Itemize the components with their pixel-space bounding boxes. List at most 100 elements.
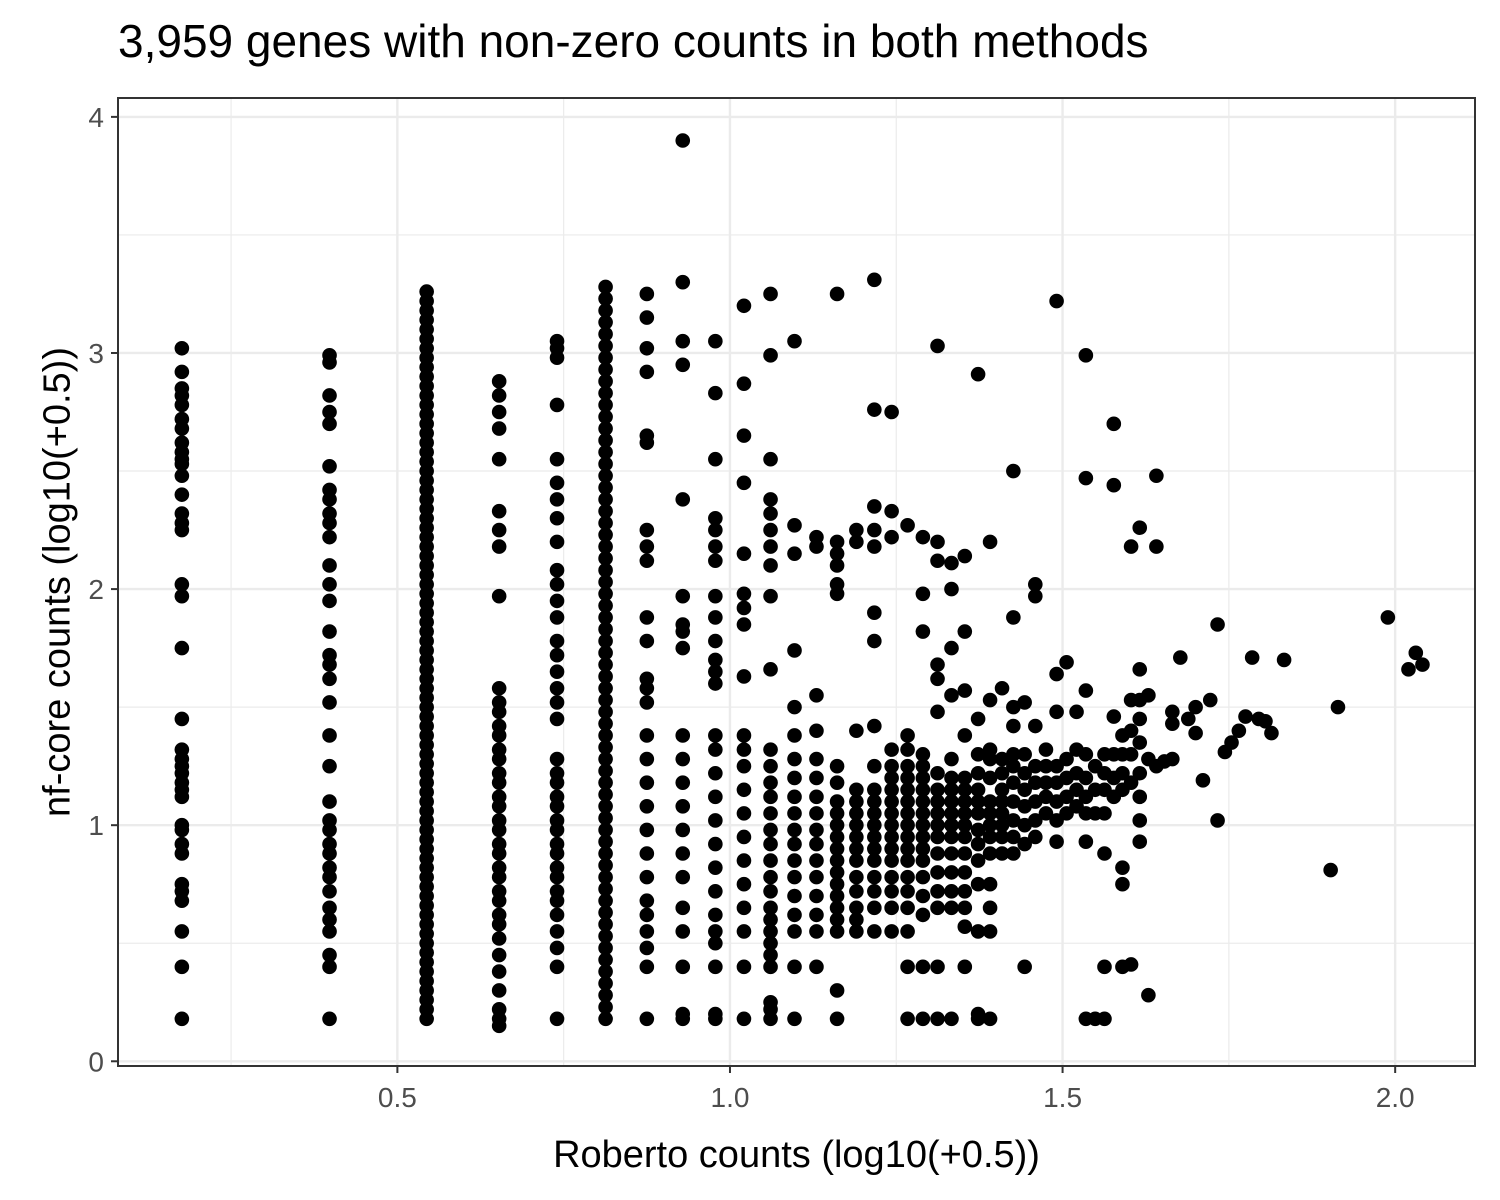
plot-panel-border — [117, 97, 1476, 1067]
data-point — [900, 782, 915, 798]
data-point — [675, 924, 691, 939]
data-point — [982, 534, 998, 550]
data-point — [736, 475, 752, 491]
data-point — [1017, 959, 1032, 975]
data-point — [1244, 650, 1260, 665]
data-point — [787, 959, 802, 975]
data-point — [900, 794, 915, 809]
data-point — [598, 480, 613, 495]
data-point — [491, 388, 507, 403]
data-point — [884, 883, 899, 899]
data-point — [787, 751, 802, 767]
data-point — [1069, 704, 1084, 720]
y-tick-label: 4 — [88, 102, 104, 133]
data-point — [763, 900, 778, 916]
data-point — [1231, 723, 1247, 739]
data-point — [884, 742, 899, 757]
data-point — [174, 411, 190, 427]
data-point — [708, 935, 723, 951]
data-point — [598, 881, 613, 897]
data-point — [849, 912, 864, 927]
data-point — [849, 534, 864, 550]
data-point — [809, 853, 824, 868]
data-point — [994, 817, 1010, 833]
data-point — [867, 806, 882, 821]
data-point — [849, 853, 864, 868]
data-point — [915, 841, 931, 857]
data-point — [884, 841, 899, 857]
data-point — [736, 900, 752, 916]
data-point — [900, 742, 915, 757]
data-point — [322, 416, 337, 432]
data-point — [763, 935, 778, 951]
data-point — [598, 574, 613, 590]
data-point — [829, 841, 845, 857]
data-point — [787, 333, 802, 349]
data-point — [915, 586, 931, 602]
data-point — [598, 645, 613, 661]
data-point — [598, 657, 613, 672]
data-point — [736, 376, 752, 391]
data-point — [639, 633, 655, 649]
data-point — [994, 680, 1010, 696]
data-point — [1115, 765, 1130, 781]
data-point — [915, 888, 931, 904]
data-point — [829, 900, 845, 916]
data-point — [491, 983, 507, 998]
data-point — [1097, 846, 1112, 861]
data-point — [1028, 829, 1043, 845]
data-point — [675, 640, 691, 656]
data-point — [598, 421, 613, 436]
data-point — [829, 912, 845, 927]
data-point — [598, 492, 613, 507]
data-point — [957, 883, 973, 899]
data-point — [1017, 782, 1032, 798]
data-point — [849, 841, 864, 857]
data-point — [639, 1011, 655, 1027]
data-point — [708, 553, 723, 569]
data-point — [829, 577, 845, 592]
data-point — [598, 869, 613, 885]
data-point — [970, 765, 986, 781]
data-point — [491, 964, 507, 979]
data-point — [1123, 775, 1139, 790]
data-point — [419, 284, 434, 299]
data-point — [1132, 520, 1148, 535]
data-point — [736, 428, 752, 443]
data-point — [598, 621, 613, 637]
data-point — [598, 433, 613, 448]
data-point — [598, 1011, 613, 1027]
data-point — [322, 482, 337, 498]
data-point — [1049, 834, 1064, 850]
data-point — [1017, 695, 1032, 710]
data-point — [491, 947, 507, 963]
data-point — [867, 633, 882, 649]
data-point — [549, 907, 565, 923]
data-point — [708, 959, 723, 975]
y-tick-label: 0 — [88, 1046, 104, 1077]
data-point — [1173, 650, 1188, 665]
data-point — [1038, 742, 1054, 757]
data-point — [884, 794, 899, 809]
data-point — [944, 782, 959, 798]
data-point — [675, 900, 691, 916]
data-point — [174, 577, 190, 592]
data-point — [970, 836, 986, 852]
data-point — [1132, 735, 1148, 750]
data-point — [708, 451, 723, 467]
data-point — [639, 959, 655, 975]
data-point — [736, 546, 752, 561]
data-point — [549, 397, 565, 413]
data-point — [174, 959, 190, 975]
data-point — [1330, 699, 1346, 715]
data-point — [763, 883, 778, 899]
data-point — [639, 775, 655, 790]
data-point — [763, 451, 778, 467]
data-point — [915, 782, 931, 798]
data-point — [829, 983, 845, 998]
data-point — [708, 860, 723, 875]
data-point — [982, 770, 998, 786]
data-point — [549, 789, 565, 805]
data-point — [900, 853, 915, 868]
data-point — [957, 794, 973, 809]
